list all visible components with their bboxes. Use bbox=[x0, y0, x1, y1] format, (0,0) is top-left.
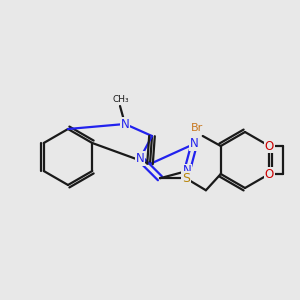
Text: N: N bbox=[121, 118, 129, 130]
Text: N: N bbox=[183, 164, 191, 178]
Text: S: S bbox=[182, 172, 190, 185]
Text: N: N bbox=[190, 137, 199, 150]
Text: O: O bbox=[265, 167, 274, 181]
Text: Br: Br bbox=[190, 123, 203, 133]
Text: CH₃: CH₃ bbox=[113, 95, 129, 104]
Text: O: O bbox=[265, 140, 274, 152]
Text: N: N bbox=[136, 152, 144, 165]
